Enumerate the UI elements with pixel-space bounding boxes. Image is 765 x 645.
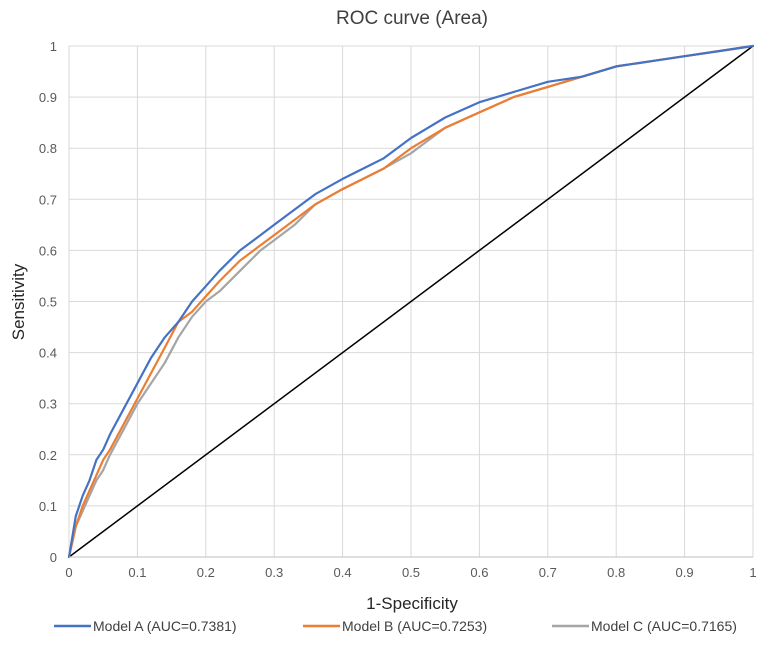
x-tick-label: 1 [749, 565, 756, 580]
x-tick-label: 0.1 [128, 565, 146, 580]
series-line-a [67, 44, 755, 559]
chart-title: ROC curve (Area) [336, 8, 488, 29]
x-tick-label: 0 [65, 565, 72, 580]
y-tick-label: 0.1 [39, 499, 57, 514]
y-tick-label: 0.8 [39, 141, 57, 156]
y-tick-labels: 0 0.1 0.2 0.3 0.4 0.5 0.6 0.7 0.8 0.9 1 [39, 39, 57, 565]
y-tick-label: 0.3 [39, 397, 57, 412]
x-tick-label: 0.6 [470, 565, 488, 580]
legend-label: Model B (AUC=0.7253) [342, 618, 487, 634]
reference-line-group [68, 45, 754, 558]
series-lines [67, 44, 755, 559]
x-tick-label: 0.5 [402, 565, 420, 580]
legend-label: Model A (AUC=0.7381) [93, 618, 237, 634]
legend: Model A (AUC=0.7381) Model B (AUC=0.7253)… [54, 618, 737, 634]
y-tick-label: 0.6 [39, 243, 57, 258]
y-tick-label: 0 [50, 550, 57, 565]
y-tick-label: 0.4 [39, 346, 57, 361]
x-tick-label: 0.8 [607, 565, 625, 580]
y-tick-label: 1 [50, 39, 57, 54]
x-axis-label: 1-Specificity [366, 594, 458, 613]
series-line-b [67, 44, 755, 559]
x-tick-label: 0.4 [334, 565, 352, 580]
y-tick-label: 0.9 [39, 90, 57, 105]
x-tick-label: 0.2 [197, 565, 215, 580]
diagonal-reference-line [68, 45, 754, 558]
y-tick-label: 0.2 [39, 448, 57, 463]
y-tick-label: 0.7 [39, 192, 57, 207]
x-tick-label: 0.3 [265, 565, 283, 580]
y-axis-label: Sensitivity [9, 263, 28, 340]
x-tick-labels: 0 0.1 0.2 0.3 0.4 0.5 0.6 0.7 0.8 0.9 1 [65, 565, 756, 580]
y-tick-label: 0.5 [39, 295, 57, 310]
x-tick-label: 0.7 [539, 565, 557, 580]
x-tick-label: 0.9 [676, 565, 694, 580]
legend-label: Model C (AUC=0.7165) [591, 618, 737, 634]
